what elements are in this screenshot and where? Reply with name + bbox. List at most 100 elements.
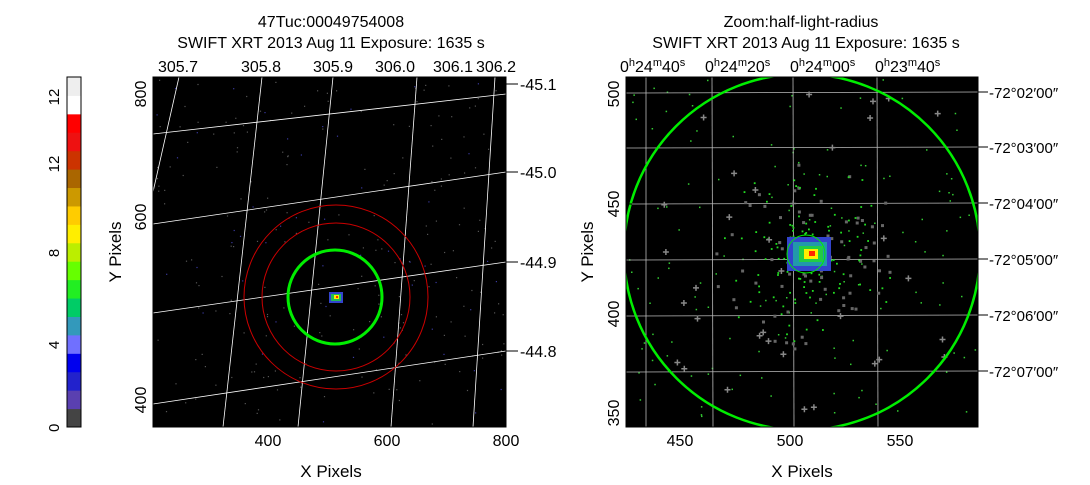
inner-red-circle	[261, 222, 411, 372]
colorbar-cell	[67, 353, 81, 373]
photon-event	[503, 343, 505, 345]
photon-event	[287, 156, 289, 158]
photon-event	[430, 263, 432, 265]
photon-event	[448, 85, 450, 87]
photon-event	[799, 187, 801, 189]
photon-event	[808, 213, 812, 217]
photon-event	[488, 148, 490, 150]
photon-event	[176, 157, 179, 159]
photon-event	[264, 112, 266, 114]
photon-event	[156, 178, 159, 180]
source-marker	[756, 332, 763, 339]
source-marker	[934, 110, 941, 117]
photon-event	[175, 383, 177, 385]
photon-event	[863, 265, 867, 269]
source-marker	[867, 115, 874, 121]
photon-event	[165, 411, 168, 413]
photon-event	[695, 308, 698, 311]
photon-event	[961, 295, 963, 298]
photon-event	[901, 97, 904, 100]
photon-event	[671, 341, 673, 343]
right-ra-tick-4: 0h23m40s	[875, 57, 941, 76]
photon-event	[875, 403, 877, 405]
photon-event	[888, 270, 892, 274]
right-dec-tick-3: -72°04′00″	[989, 196, 1059, 213]
photon-event	[789, 291, 791, 294]
photon-event	[730, 233, 734, 237]
photon-event	[267, 376, 269, 378]
photon-event	[424, 265, 426, 267]
photon-event	[854, 217, 857, 219]
photon-event	[463, 136, 465, 138]
left-xlabel: X Pixels	[300, 462, 361, 481]
photon-event	[653, 87, 655, 90]
photon-event	[483, 133, 485, 135]
photon-event	[322, 128, 324, 130]
photon-event	[500, 350, 502, 352]
photon-event	[938, 190, 941, 193]
photon-event	[233, 132, 235, 134]
photon-event	[244, 403, 246, 405]
right-y-tick-350: 350	[606, 400, 623, 427]
photon-event	[850, 307, 854, 311]
photon-event	[255, 363, 257, 365]
photon-event	[631, 271, 633, 273]
photon-event	[327, 239, 329, 241]
photon-event	[287, 138, 289, 140]
photon-event	[846, 257, 850, 261]
photon-event	[204, 366, 206, 368]
photon-event	[263, 376, 265, 379]
photon-event	[840, 107, 842, 109]
photon-event	[950, 178, 953, 180]
photon-event	[495, 90, 497, 92]
photon-event	[859, 254, 862, 257]
photon-event	[777, 257, 780, 260]
photon-event	[233, 229, 235, 232]
photon-event	[444, 251, 446, 254]
photon-event	[819, 199, 823, 203]
photon-event	[195, 398, 197, 400]
colorbar-cell	[67, 150, 81, 170]
source-marker	[662, 249, 669, 255]
photon-event	[872, 259, 876, 263]
photon-event	[380, 316, 382, 318]
photon-event	[317, 90, 319, 92]
right-x-tick-450: 450	[667, 433, 694, 450]
photon-event	[361, 275, 363, 277]
photon-event	[283, 307, 285, 309]
photon-event	[159, 79, 161, 81]
photon-event	[862, 232, 864, 234]
photon-event	[434, 361, 436, 363]
photon-event	[637, 287, 639, 290]
photon-event	[322, 421, 325, 423]
photon-event	[665, 110, 668, 113]
photon-event	[242, 280, 244, 282]
photon-event	[926, 149, 928, 151]
photon-event	[805, 222, 808, 225]
photon-event	[877, 291, 881, 295]
photon-event	[259, 110, 262, 112]
photon-event	[946, 230, 948, 232]
photon-event	[293, 325, 295, 327]
photon-event	[477, 83, 479, 85]
source-marker	[810, 404, 817, 411]
photon-event	[732, 298, 736, 302]
right-ylabel: Y Pixels	[578, 221, 597, 282]
photon-event	[301, 382, 303, 384]
photon-event	[885, 301, 888, 303]
photon-event	[771, 196, 773, 199]
photon-event	[282, 151, 284, 153]
photon-event	[233, 246, 235, 248]
left-source	[329, 292, 343, 303]
photon-event	[477, 230, 479, 232]
source-marker	[760, 329, 767, 336]
photon-event	[275, 321, 277, 323]
photon-event	[765, 299, 767, 302]
left-ra-tick-4: 306.0	[375, 59, 415, 76]
photon-event	[353, 329, 355, 331]
photon-event	[236, 147, 239, 149]
right-ra-tick-3: 0h24m00s	[790, 57, 856, 76]
photon-event	[795, 185, 797, 187]
photon-event	[458, 224, 461, 226]
photon-event	[857, 284, 860, 286]
